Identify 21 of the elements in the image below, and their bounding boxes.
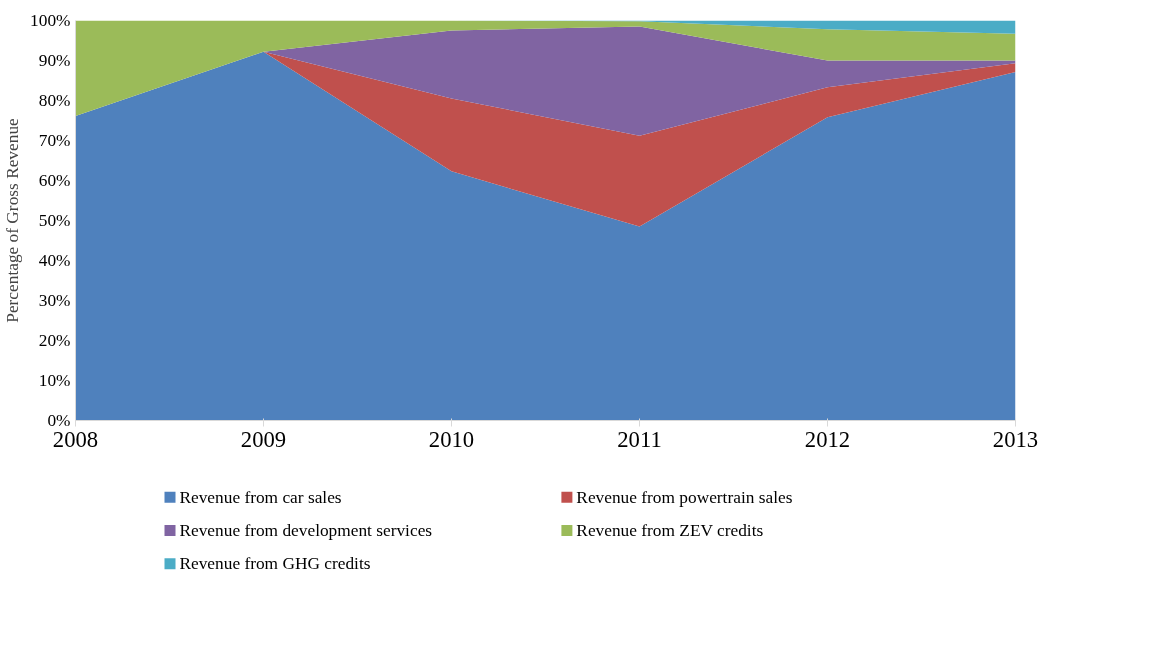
y-tick-label: 100% — [30, 11, 71, 30]
y-tick-label: 30% — [38, 291, 71, 310]
x-tick-label: 2011 — [617, 426, 662, 452]
y-tick-label: 80% — [38, 91, 71, 110]
x-tick-label: 2013 — [992, 426, 1039, 452]
y-tick-label: 20% — [38, 331, 71, 350]
y-tick-label: 70% — [38, 131, 71, 150]
y-tick-label: 10% — [38, 371, 71, 390]
y-tick-label: 50% — [38, 211, 71, 230]
legend-label: Revenue from ZEV credits — [576, 521, 764, 540]
y-tick-label: 90% — [38, 51, 71, 70]
legend-label: Revenue from powertrain sales — [576, 487, 793, 507]
y-tick-label: 40% — [38, 251, 71, 270]
x-tick-label: 2012 — [804, 426, 851, 452]
y-axis-title: Percentage of Gross Revenue — [3, 117, 23, 323]
legend-label: Revenue from car sales — [179, 487, 342, 507]
y-tick-label: 60% — [38, 171, 71, 190]
legend-label: Revenue from development services — [179, 521, 433, 540]
x-tick-label: 2009 — [240, 426, 287, 452]
x-tick-label: 2010 — [428, 426, 475, 452]
legend-label: Revenue from GHG credits — [179, 554, 371, 574]
